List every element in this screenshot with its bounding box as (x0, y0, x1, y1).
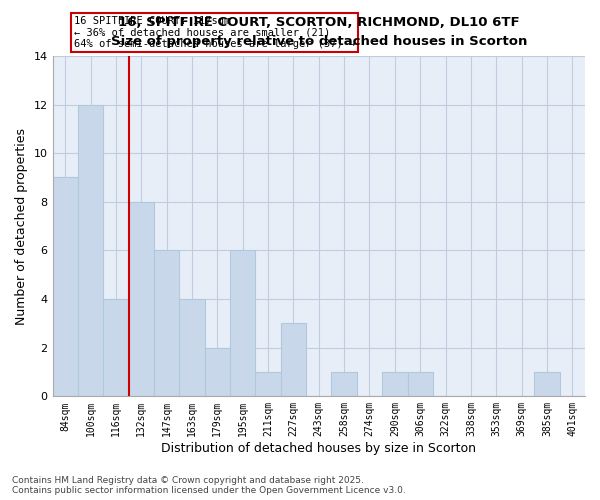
Bar (534, 372, 560, 396)
Bar (331, 372, 357, 396)
Text: Contains HM Land Registry data © Crown copyright and database right 2025.
Contai: Contains HM Land Registry data © Crown c… (12, 476, 406, 495)
Bar (128, 202, 154, 396)
Bar (230, 250, 256, 396)
Bar (53, 178, 78, 396)
Title: 16, SPITFIRE COURT, SCORTON, RICHMOND, DL10 6TF
Size of property relative to det: 16, SPITFIRE COURT, SCORTON, RICHMOND, D… (110, 16, 527, 48)
X-axis label: Distribution of detached houses by size in Scorton: Distribution of detached houses by size … (161, 442, 476, 455)
Bar (382, 372, 407, 396)
Bar (103, 299, 128, 396)
Bar (407, 372, 433, 396)
Bar (78, 104, 103, 397)
Bar (256, 372, 281, 396)
Bar (205, 348, 230, 397)
Bar (179, 299, 205, 396)
Bar (281, 324, 306, 396)
Bar (154, 250, 179, 396)
Y-axis label: Number of detached properties: Number of detached properties (15, 128, 28, 324)
Text: 16 SPITFIRE COURT: 117sqm
← 36% of detached houses are smaller (21)
64% of semi-: 16 SPITFIRE COURT: 117sqm ← 36% of detac… (74, 16, 355, 49)
